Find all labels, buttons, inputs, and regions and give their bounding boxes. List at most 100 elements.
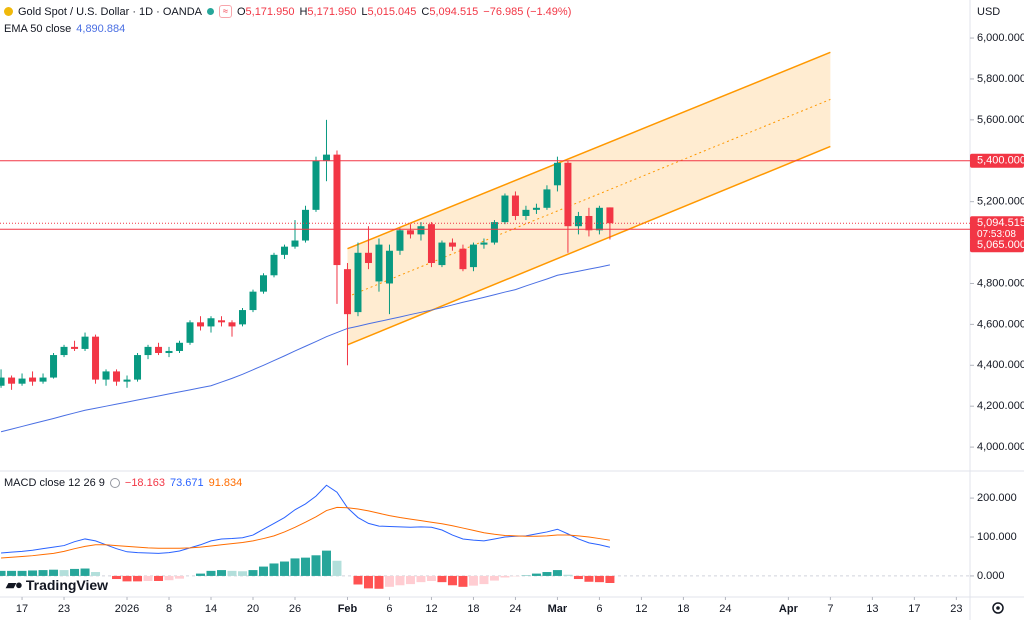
- y-tick-label: 4,600.000: [977, 318, 1024, 330]
- macd-title: MACD close 12 26 9: [4, 477, 105, 489]
- candle-body: [8, 377, 16, 384]
- candle-body: [102, 371, 110, 380]
- histogram-bar: [227, 570, 237, 576]
- candle-body: [564, 162, 572, 227]
- candle-body: [501, 195, 509, 223]
- candle-body: [81, 336, 89, 349]
- histogram-bar: [605, 575, 615, 583]
- candle-body: [92, 336, 100, 380]
- candle-body: [39, 377, 47, 382]
- candle-body: [417, 226, 425, 235]
- price-label: 5,400.000: [977, 155, 1024, 167]
- alert-icon[interactable]: ≈: [219, 5, 232, 18]
- histogram-bar: [353, 575, 363, 585]
- candle-body: [113, 371, 121, 382]
- histogram-bar: [573, 575, 583, 580]
- x-tick-label: Mar: [548, 603, 568, 615]
- histogram-bar: [332, 560, 342, 576]
- status-dot: [207, 8, 214, 15]
- candle-body: [186, 322, 194, 343]
- histogram-bar: [269, 563, 279, 576]
- histogram-bar: [405, 575, 415, 585]
- channel-lower: [347, 145, 831, 346]
- x-tick-label: 17: [16, 603, 28, 615]
- macd-settings[interactable]: [109, 478, 120, 488]
- candle-body: [354, 252, 362, 313]
- candle-body: [301, 209, 309, 241]
- price-label: 5,065.000: [977, 239, 1024, 251]
- change: −76.985 (−1.49%): [483, 5, 572, 18]
- candle-body: [0, 377, 5, 386]
- candle-body: [18, 378, 26, 384]
- ohlc-value: 5,171.950: [245, 5, 295, 18]
- candle-body: [375, 244, 383, 282]
- x-tick-label: 7: [827, 603, 833, 615]
- x-tick-label: Feb: [338, 603, 358, 615]
- x-tick-label: 18: [467, 603, 479, 615]
- candle-body: [280, 246, 288, 255]
- histogram-bar: [80, 568, 90, 576]
- candle-body: [469, 244, 477, 268]
- channel-median: [347, 98, 831, 298]
- y-tick-label: 5,600.000: [977, 114, 1024, 126]
- histogram-bar: [238, 571, 247, 576]
- x-tick-label: Apr: [779, 603, 799, 615]
- histogram-bar: [489, 575, 499, 581]
- histogram-bar: [143, 575, 153, 581]
- x-tick-label: 24: [719, 603, 731, 615]
- y-tick-label: 4,200.000: [977, 400, 1024, 412]
- histogram-bar: [363, 575, 373, 589]
- macd-line: [1, 484, 611, 554]
- histogram-bar: [28, 570, 38, 576]
- brand: ▰● TradingView: [6, 577, 108, 593]
- ohlc-label: H: [299, 5, 308, 18]
- ohlc-label: O: [236, 5, 246, 18]
- histogram-bar: [384, 575, 394, 587]
- histogram-bar: [321, 550, 331, 576]
- x-tick-label: 26: [289, 603, 301, 615]
- histogram-bar: [17, 570, 27, 576]
- candle-body: [396, 230, 404, 251]
- settings-icon[interactable]: [992, 602, 1004, 614]
- ema-name: EMA 50 close: [4, 23, 72, 35]
- x-tick-label: 14: [205, 603, 217, 615]
- x-tick-label: 2026: [115, 603, 139, 615]
- histogram-bar: [0, 570, 6, 576]
- histogram-bar: [416, 575, 426, 583]
- candle-body: [448, 242, 456, 247]
- histogram-bar: [584, 575, 594, 582]
- symbol-title: Gold Spot / U.S. Dollar · 1D · OANDA: [18, 5, 202, 18]
- ohlc-value: 5,171.950: [307, 5, 357, 18]
- candle-body: [60, 346, 68, 356]
- histogram-bar: [531, 573, 541, 576]
- candle-body: [511, 195, 519, 216]
- ohlc-item: H5,171.950: [299, 6, 356, 18]
- ohlc-value: 5,015.045: [367, 5, 417, 18]
- candle-body: [438, 242, 446, 266]
- candle-body: [364, 252, 372, 264]
- histogram-bar: [437, 575, 447, 583]
- x-tick-label: 8: [166, 603, 172, 615]
- histogram-bar: [164, 575, 174, 581]
- histogram-bar: [552, 570, 562, 576]
- candle-body: [343, 269, 351, 315]
- price-label-box: [970, 238, 1024, 253]
- histogram-bar: [542, 572, 552, 576]
- candle-body: [134, 355, 142, 380]
- candle-body: [123, 379, 131, 382]
- histogram-bar: [7, 570, 17, 576]
- histogram-bar: [426, 575, 436, 581]
- currency: USD: [977, 6, 1000, 18]
- candle-body: [144, 346, 152, 356]
- histogram-bar: [258, 566, 268, 576]
- candle-body: [606, 207, 614, 224]
- y-tick-label: 4,000.000: [977, 441, 1024, 453]
- histogram-bar: [91, 572, 101, 576]
- channel-upper: [347, 51, 831, 250]
- x-tick-label: 6: [386, 603, 392, 615]
- y-tick-label: 4,800.000: [977, 277, 1024, 289]
- candle-body: [50, 355, 58, 378]
- candle-body: [165, 350, 173, 354]
- histogram-bar: [290, 558, 300, 576]
